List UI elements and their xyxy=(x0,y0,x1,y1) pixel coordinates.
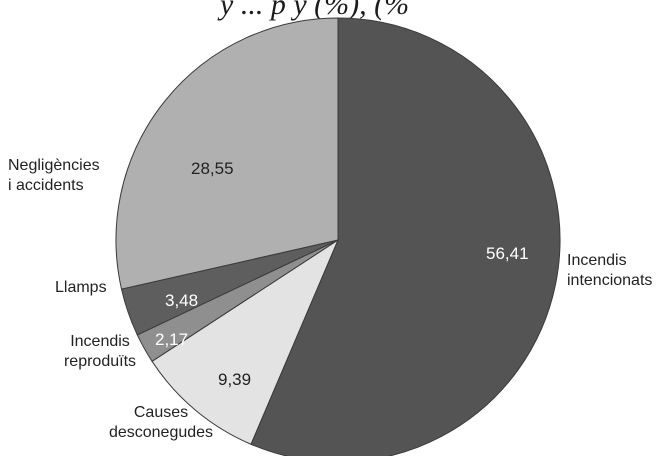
category-label-line: desconegudes xyxy=(109,424,213,441)
category-label-line: Negligències xyxy=(8,157,100,174)
value-label: 28,55 xyxy=(191,159,234,178)
pie-slice-negligències-i-accidents xyxy=(115,17,339,290)
category-label-line: intencionats xyxy=(567,272,652,289)
value-label: 3,48 xyxy=(165,291,198,310)
chart-title-fragment: y ... p y (%), (% xyxy=(220,0,410,21)
category-label: Llamps xyxy=(55,279,107,296)
pie-slice-causes-desconegudes xyxy=(151,238,340,445)
category-label-line: reproduïts xyxy=(64,353,136,370)
category-label: Incendis intencionats xyxy=(567,252,652,289)
value-label: 2,17 xyxy=(155,330,188,349)
value-label: 56,41 xyxy=(486,244,529,263)
category-label-line: Llamps xyxy=(55,279,107,296)
category-label: Incendis reproduïts xyxy=(64,333,136,370)
pie-slice-incendis-intencionats xyxy=(250,17,561,456)
category-label-line: Incendis xyxy=(70,333,130,350)
value-label: 9,39 xyxy=(218,370,251,389)
category-label-line: Causes xyxy=(134,404,188,421)
category-label: Negligències i accidents xyxy=(8,157,100,194)
category-label: Causes desconegudes xyxy=(109,404,213,441)
category-label-line: i accidents xyxy=(8,177,84,194)
category-label-line: Incendis xyxy=(567,252,627,269)
